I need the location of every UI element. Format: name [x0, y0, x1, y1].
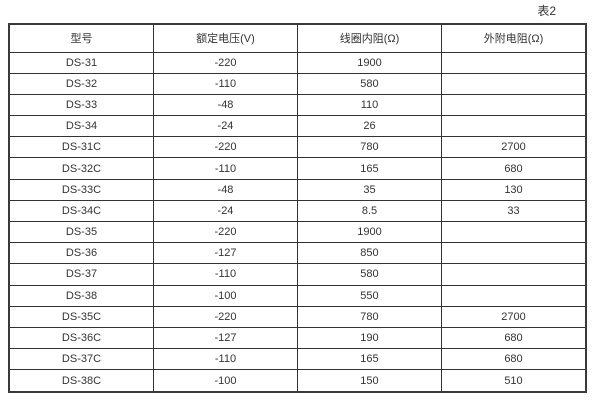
header-row: 型号 额定电压(V) 线圈内阻(Ω) 外附电阻(Ω): [8, 23, 587, 53]
value-cell: 780: [296, 305, 442, 328]
table-header: 型号 额定电压(V) 线圈内阻(Ω) 外附电阻(Ω): [8, 23, 587, 53]
value-cell: 680: [440, 157, 587, 180]
value-cell: 550: [296, 284, 442, 307]
table-row: DS-33C -48 35 130: [8, 178, 587, 201]
value-cell: 580: [296, 72, 442, 95]
value-cell: 2700: [440, 305, 587, 328]
value-cell: -110: [152, 263, 298, 286]
model-cell: DS-33: [8, 93, 154, 117]
value-cell: [440, 72, 587, 95]
table-caption: 表2: [537, 4, 556, 18]
model-cell: DS-33C: [8, 178, 154, 201]
model-cell: DS-37C: [8, 348, 154, 371]
table-row: DS-32 -110 580: [8, 72, 587, 95]
value-cell: [440, 51, 587, 74]
value-cell: 190: [296, 326, 442, 350]
model-cell: DS-38C: [8, 369, 154, 393]
value-cell: -220: [152, 220, 298, 244]
table-row: DS-37C -110 165 680: [8, 348, 587, 371]
model-cell: DS-34: [8, 115, 154, 138]
value-cell: 35: [296, 178, 442, 201]
value-cell: -127: [152, 326, 298, 350]
table-row: DS-34C -24 8.5 33: [8, 199, 587, 223]
table-row: DS-33 -48 110: [8, 93, 587, 117]
model-cell: DS-37: [8, 263, 154, 286]
table-row: DS-35C -220 780 2700: [8, 305, 587, 328]
value-cell: -220: [152, 305, 298, 328]
value-cell: 130: [440, 178, 587, 201]
value-cell: -48: [152, 93, 298, 117]
model-cell: DS-35: [8, 220, 154, 244]
table-row: DS-35 -220 1900: [8, 220, 587, 244]
value-cell: 780: [296, 136, 442, 159]
model-cell: DS-34C: [8, 199, 154, 223]
value-cell: [440, 220, 587, 244]
table-row: DS-38C -100 150 510: [8, 369, 587, 393]
table-row: DS-38 -100 550: [8, 284, 587, 307]
value-cell: [440, 93, 587, 117]
model-cell: DS-38: [8, 284, 154, 307]
value-cell: -110: [152, 72, 298, 95]
value-cell: -110: [152, 157, 298, 180]
value-cell: 165: [296, 348, 442, 371]
value-cell: -220: [152, 136, 298, 159]
table-body: DS-31 -220 1900 DS-32 -110 580 DS-33 -48 110 DS-3…: [8, 51, 587, 393]
column-header: 额定电压(V): [152, 23, 298, 53]
value-cell: -100: [152, 369, 298, 393]
value-cell: 850: [296, 242, 442, 265]
value-cell: 1900: [296, 220, 442, 244]
value-cell: -24: [152, 199, 298, 223]
value-cell: 150: [296, 369, 442, 393]
value-cell: 510: [440, 369, 587, 393]
value-cell: -48: [152, 178, 298, 201]
value-cell: -100: [152, 284, 298, 307]
value-cell: 165: [296, 157, 442, 180]
value-cell: -220: [152, 51, 298, 74]
value-cell: [440, 263, 587, 286]
value-cell: 2700: [440, 136, 587, 159]
model-cell: DS-36: [8, 242, 154, 265]
model-cell: DS-35C: [8, 305, 154, 328]
value-cell: 680: [440, 348, 587, 371]
value-cell: -110: [152, 348, 298, 371]
value-cell: 110: [296, 93, 442, 117]
table-row: DS-34 -24 26: [8, 115, 587, 138]
table-row: DS-36C -127 190 680: [8, 326, 587, 350]
column-header: 外附电阻(Ω): [440, 23, 587, 53]
model-cell: DS-31: [8, 51, 154, 74]
value-cell: 8.5: [296, 199, 442, 223]
model-cell: DS-31C: [8, 136, 154, 159]
column-header: 型号: [8, 23, 154, 53]
value-cell: -24: [152, 115, 298, 138]
value-cell: 26: [296, 115, 442, 138]
table-row: DS-36 -127 850: [8, 242, 587, 265]
column-header: 线圈内阻(Ω): [296, 23, 442, 53]
value-cell: 1900: [296, 51, 442, 74]
value-cell: [440, 115, 587, 138]
value-cell: 580: [296, 263, 442, 286]
relay-spec-table: 型号 额定电压(V) 线圈内阻(Ω) 外附电阻(Ω) DS-31 -220 1900 DS-…: [8, 23, 587, 393]
value-cell: -127: [152, 242, 298, 265]
model-cell: DS-32C: [8, 157, 154, 180]
table-row: DS-37 -110 580: [8, 263, 587, 286]
value-cell: [440, 284, 587, 307]
value-cell: 680: [440, 326, 587, 350]
table-row: DS-31C -220 780 2700: [8, 136, 587, 159]
model-cell: DS-32: [8, 72, 154, 95]
table-row: DS-31 -220 1900: [8, 51, 587, 74]
table-row: DS-32C -110 165 680: [8, 157, 587, 180]
value-cell: [440, 242, 587, 265]
model-cell: DS-36C: [8, 326, 154, 350]
value-cell: 33: [440, 199, 587, 223]
